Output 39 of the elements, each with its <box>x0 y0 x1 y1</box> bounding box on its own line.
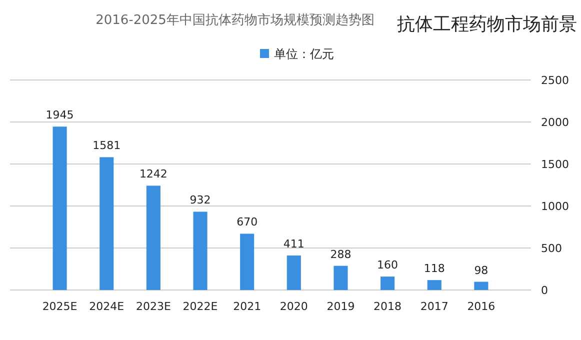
data-label: 670 <box>236 216 258 229</box>
data-label: 932 <box>190 194 211 207</box>
x-tick-label: 2021 <box>233 300 262 313</box>
bar <box>193 212 208 290</box>
data-label: 1945 <box>46 108 74 122</box>
bar <box>427 280 442 290</box>
chart-title: 2016-2025年中国抗体药物市场规模预测趋势图 <box>96 13 374 28</box>
x-tick-label: 2016 <box>467 300 496 313</box>
bar <box>474 282 488 290</box>
x-tick-label: 2018 <box>374 300 402 313</box>
bar <box>334 266 348 290</box>
y-tick-label: 2000 <box>541 116 569 129</box>
bar <box>146 186 160 290</box>
y-tick-label: 500 <box>541 242 562 255</box>
y-tick-label: 1500 <box>541 158 569 171</box>
data-label: 288 <box>330 248 352 261</box>
y-tick-label: 2500 <box>541 74 569 87</box>
bar <box>52 126 67 290</box>
bar <box>100 157 114 290</box>
x-tick-label: 2020 <box>280 300 308 313</box>
x-tick-label: 2022E <box>182 300 218 313</box>
legend-label: 单位：亿元 <box>274 47 334 61</box>
x-tick-label: 2017 <box>420 300 448 313</box>
bar <box>286 255 301 290</box>
bar <box>380 276 395 290</box>
bar <box>240 234 254 290</box>
data-label: 1242 <box>139 168 168 181</box>
data-label: 118 <box>424 262 445 276</box>
text: 抗体工程药物市场前景 <box>397 14 577 35</box>
data-label: 411 <box>283 237 304 250</box>
x-tick-label: 2024E <box>89 300 124 313</box>
x-tick-label: 2023E <box>136 300 171 313</box>
x-tick-label: 2019 <box>326 300 355 313</box>
data-label: 1581 <box>92 139 121 152</box>
x-tick-label: 2025E <box>42 300 78 313</box>
data-label: 98 <box>474 264 488 277</box>
y-tick-label: 1000 <box>541 200 569 213</box>
y-tick-label: 0 <box>541 284 548 297</box>
data-label: 160 <box>377 258 398 272</box>
